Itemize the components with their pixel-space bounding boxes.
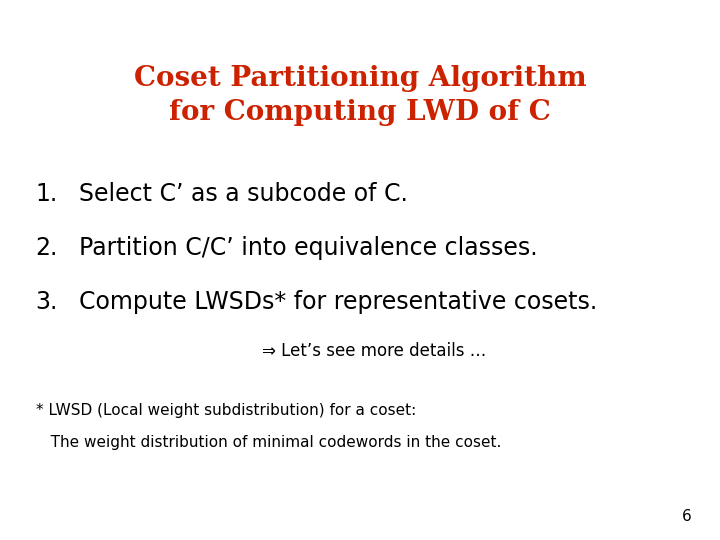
Text: The weight distribution of minimal codewords in the coset.: The weight distribution of minimal codew… (36, 435, 501, 450)
Text: 3.: 3. (35, 291, 58, 314)
Text: * LWSD (Local weight subdistribution) for a coset:: * LWSD (Local weight subdistribution) fo… (36, 403, 416, 418)
Text: Compute LWSDs* for representative cosets.: Compute LWSDs* for representative cosets… (79, 291, 598, 314)
Text: Partition C/C’ into equivalence classes.: Partition C/C’ into equivalence classes. (79, 237, 538, 260)
Text: 6: 6 (681, 509, 691, 524)
Text: Select C’ as a subcode of C.: Select C’ as a subcode of C. (79, 183, 408, 206)
Text: ⇒ Let’s see more details …: ⇒ Let’s see more details … (262, 342, 487, 360)
Text: Coset Partitioning Algorithm
for Computing LWD of C: Coset Partitioning Algorithm for Computi… (134, 65, 586, 126)
Text: 2.: 2. (35, 237, 58, 260)
Text: 1.: 1. (35, 183, 58, 206)
